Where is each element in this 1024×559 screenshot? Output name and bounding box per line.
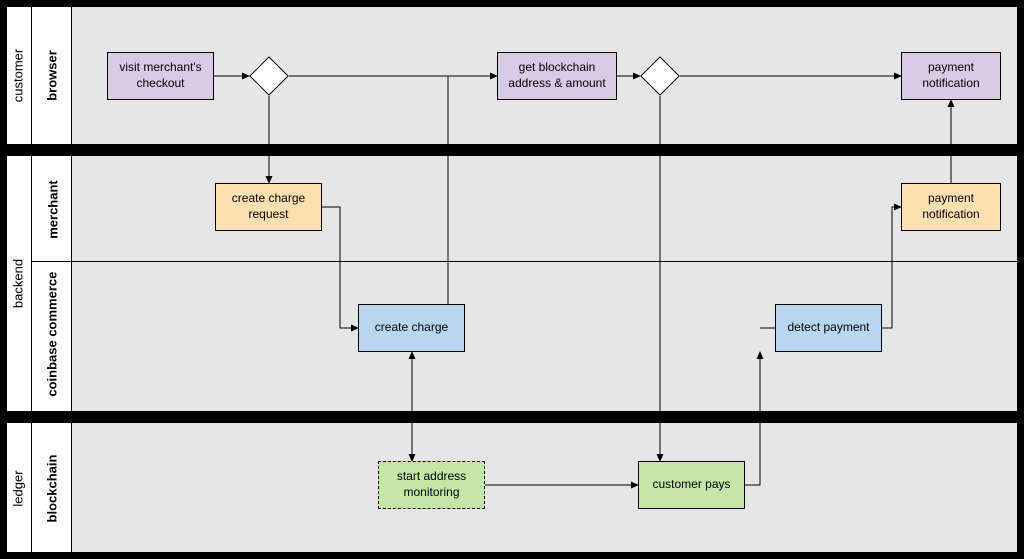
node-label: start address monitoring [383,469,480,500]
lane-label-merchant: merchant [46,175,61,245]
lane-bg-merchant [72,156,1017,261]
node-start-monitoring: start address monitoring [378,461,485,509]
node-label: payment notification [906,60,996,91]
lane-label-blockchain: blockchain [45,449,60,529]
node-detect-payment: detect payment [775,304,882,352]
swimlane-diagram: customer browser backend merchant coinba… [0,0,1024,559]
lane-label-browser: browser [45,46,60,106]
lane-label-backend: backend [11,254,26,314]
frame-left [0,0,7,559]
lane-bg-blockchain [72,423,1017,552]
node-visit-checkout: visit merchant's checkout [107,52,214,100]
frame-sep-1 [0,144,1024,156]
node-label: create charge [375,320,448,336]
node-payment-notification-customer: payment notification [901,52,1001,100]
frame-right [1017,0,1024,559]
lane-label-ledger: ledger [11,459,26,519]
frame-bottom [0,552,1024,559]
lane-label-coinbase: coinbase commerce [45,272,59,397]
node-label: visit merchant's checkout [112,60,209,91]
frame-sep-2 [0,411,1024,423]
node-label: detect payment [787,320,869,336]
node-payment-notification-merchant: payment notification [901,183,1001,231]
node-label: create charge request [220,191,317,222]
node-label: get blockchain address & amount [502,60,612,91]
node-customer-pays: customer pays [638,461,745,509]
node-label: customer pays [652,477,730,493]
lane-label-customer: customer [11,46,26,106]
frame-top [0,0,1024,7]
lane-divider-backend [32,261,1017,262]
node-create-charge: create charge [358,304,465,352]
node-label: payment notification [906,191,996,222]
node-get-address: get blockchain address & amount [497,52,617,100]
node-create-charge-request: create charge request [215,183,322,231]
